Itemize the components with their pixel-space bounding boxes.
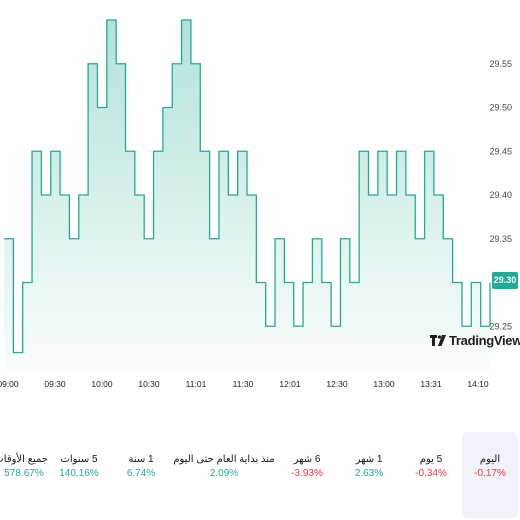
last-price-badge: 29.30 — [492, 272, 518, 289]
period-label: 1 سنة — [128, 454, 154, 465]
period-tab[interactable]: 6 شهر ‎-3.93% — [276, 432, 338, 492]
chart-canvas[interactable]: 29.55 29.50 29.45 29.40 29.35 29.25 09:00 09:30… — [0, 0, 520, 395]
x-axis-tick: 13:00 — [373, 379, 395, 389]
x-axis-tick: 10:30 — [138, 379, 160, 389]
y-axis-tick: 29.40 — [489, 190, 512, 200]
period-label: 5 سنوات — [60, 454, 98, 465]
x-axis-tick: 12:01 — [279, 379, 301, 389]
y-axis-tick: 29.45 — [489, 146, 512, 156]
price-line — [4, 19, 491, 354]
period-tab[interactable]: 5 سنوات 140.16% — [48, 432, 110, 492]
x-axis-tick: 11:01 — [186, 379, 207, 389]
x-axis-tick: 09:00 — [0, 379, 19, 389]
period-label: منذ بداية العام حتى اليوم — [173, 454, 275, 465]
period-tab[interactable]: اليوم ‎-0.17% — [462, 432, 518, 518]
price-chart[interactable]: 29.55 29.50 29.45 29.40 29.35 29.25 09:00 09:30… — [0, 0, 520, 395]
period-change-value: 2.63% — [354, 468, 384, 479]
x-axis-tick: 09:30 — [44, 379, 66, 389]
period-change-value: 2.09% — [209, 468, 239, 479]
period-change-value: 140.16% — [59, 468, 99, 479]
period-tab[interactable]: 1 سنة 6.74% — [110, 432, 172, 492]
y-axis-tick: 29.35 — [489, 234, 512, 244]
period-label: 5 يوم — [419, 454, 443, 465]
x-axis-tick: 14:10 — [467, 379, 489, 389]
y-axis-tick: 29.50 — [489, 103, 512, 113]
period-tab[interactable]: 1 شهر 2.63% — [338, 432, 400, 492]
x-axis-tick: 12:30 — [326, 379, 348, 389]
performance-periods: اليوم ‎-0.17% 5 يوم ‎-0.34% 1 شهر 2.63% 6 شهر ‎… — [0, 432, 520, 520]
y-axis-tick: 29.25 — [489, 321, 512, 331]
x-axis-tick: 13:31 — [420, 379, 442, 389]
y-axis-tick: 29.55 — [489, 59, 512, 69]
x-axis-tick: 11:30 — [233, 379, 254, 389]
period-label: 1 شهر — [355, 454, 383, 465]
period-tab[interactable]: جميع الأوقات 578.67% — [0, 432, 48, 492]
period-label: 6 شهر — [293, 454, 321, 465]
period-change-value: ‎-3.93% — [291, 468, 323, 479]
period-label: جميع الأوقات — [0, 454, 48, 465]
period-change-value: ‎-0.17% — [474, 468, 506, 479]
period-label: اليوم — [479, 454, 501, 465]
period-change-value: ‎-0.34% — [415, 468, 447, 479]
period-change-value: 578.67% — [4, 468, 44, 479]
tradingview-logo-icon — [430, 335, 446, 346]
tradingview-watermark[interactable]: TradingView — [430, 333, 520, 348]
period-tab[interactable]: منذ بداية العام حتى اليوم 2.09% — [172, 432, 276, 492]
x-axis-tick: 10:00 — [91, 379, 113, 389]
watermark-text: TradingView — [449, 333, 520, 348]
period-change-value: 6.74% — [126, 468, 156, 479]
period-tab[interactable]: 5 يوم ‎-0.34% — [400, 432, 462, 492]
